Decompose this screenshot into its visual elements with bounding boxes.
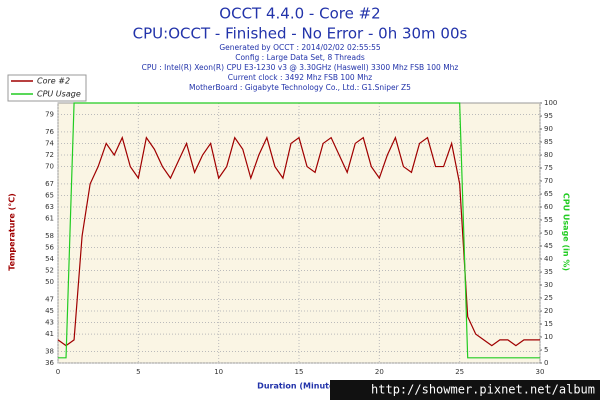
y2-tick-label: 90	[544, 125, 553, 133]
y2-axis-label: CPU Usage (in %)	[562, 193, 571, 271]
y-tick-label: 58	[45, 232, 54, 240]
y-tick-label: 41	[45, 330, 54, 338]
y-tick-label: 38	[45, 347, 54, 355]
y2-tick-label: 30	[544, 281, 553, 289]
y2-tick-label: 100	[544, 99, 557, 107]
y2-tick-label: 50	[544, 229, 553, 237]
y-tick-label: 52	[45, 267, 54, 275]
y2-tick-label: 60	[544, 203, 553, 211]
x-tick-label: 10	[214, 368, 223, 376]
legend-label: Core #2	[37, 77, 70, 86]
y-tick-label: 74	[45, 139, 54, 147]
y-tick-label: 61	[45, 215, 54, 223]
x-tick-label: 5	[136, 368, 140, 376]
x-tick-label: 25	[455, 368, 464, 376]
chart-title: OCCT 4.4.0 - Core #2	[219, 5, 380, 23]
x-tick-label: 30	[536, 368, 545, 376]
y2-tick-label: 95	[544, 112, 553, 120]
y-tick-label: 76	[45, 128, 54, 136]
info-line: Current clock : 3492 Mhz FSB 100 Mhz	[228, 73, 373, 82]
y-tick-label: 70	[45, 163, 54, 171]
x-tick-label: 20	[375, 368, 384, 376]
y-tick-label: 79	[45, 111, 54, 119]
watermark-bg	[330, 380, 600, 400]
info-line: CPU : Intel(R) Xeon(R) CPU E3-1230 v3 @ …	[142, 63, 459, 72]
y-tick-label: 45	[45, 307, 54, 315]
x-axis-label: Duration (Minutes)	[257, 382, 343, 391]
y2-tick-label: 5	[544, 346, 548, 354]
y2-tick-label: 40	[544, 255, 553, 263]
info-line: Config : Large Data Set, 8 Threads	[235, 53, 365, 62]
series-line	[57, 135, 540, 347]
y2-tick-label: 15	[544, 320, 553, 328]
y-axis-label: Temperature (°C)	[8, 193, 17, 271]
y-tick-label: 72	[45, 151, 54, 159]
y2-tick-label: 75	[544, 164, 553, 172]
y2-tick-label: 25	[544, 294, 553, 302]
legend	[7, 74, 87, 102]
y2-tick-label: 20	[544, 307, 553, 315]
y-tick-label: 43	[45, 319, 54, 327]
y2-tick-label: 70	[544, 177, 553, 185]
y-tick-label: 54	[45, 255, 54, 263]
y2-tick-label: 0	[544, 359, 548, 367]
y2-tick-label: 35	[544, 268, 553, 276]
x-tick-label: 15	[295, 368, 304, 376]
y2-tick-label: 10	[544, 333, 553, 341]
y-tick-label: 50	[45, 278, 54, 286]
y-tick-label: 65	[45, 191, 54, 199]
legend-label: CPU Usage	[37, 90, 81, 99]
series-line	[58, 102, 540, 359]
y-tick-label: 67	[45, 180, 54, 188]
watermark: http://showmer.pixnet.net/album	[371, 383, 595, 397]
y2-tick-label: 80	[544, 151, 553, 159]
x-tick-label: 0	[56, 368, 60, 376]
y-tick-label: 36	[45, 359, 54, 367]
y-tick-label: 63	[45, 203, 54, 211]
y2-tick-label: 55	[544, 216, 553, 224]
info-line: MotherBoard : Gigabyte Technology Co., L…	[189, 83, 411, 92]
info-line: Generated by OCCT : 2014/02/02 02:55:55	[219, 43, 381, 52]
y-tick-label: 47	[45, 295, 54, 303]
y2-tick-label: 45	[544, 242, 553, 250]
y-tick-label: 56	[45, 243, 54, 251]
y2-tick-label: 65	[544, 190, 553, 198]
y2-tick-label: 85	[544, 138, 553, 146]
chart-subtitle: CPU:OCCT - Finished - No Error - 0h 30m …	[133, 25, 468, 43]
